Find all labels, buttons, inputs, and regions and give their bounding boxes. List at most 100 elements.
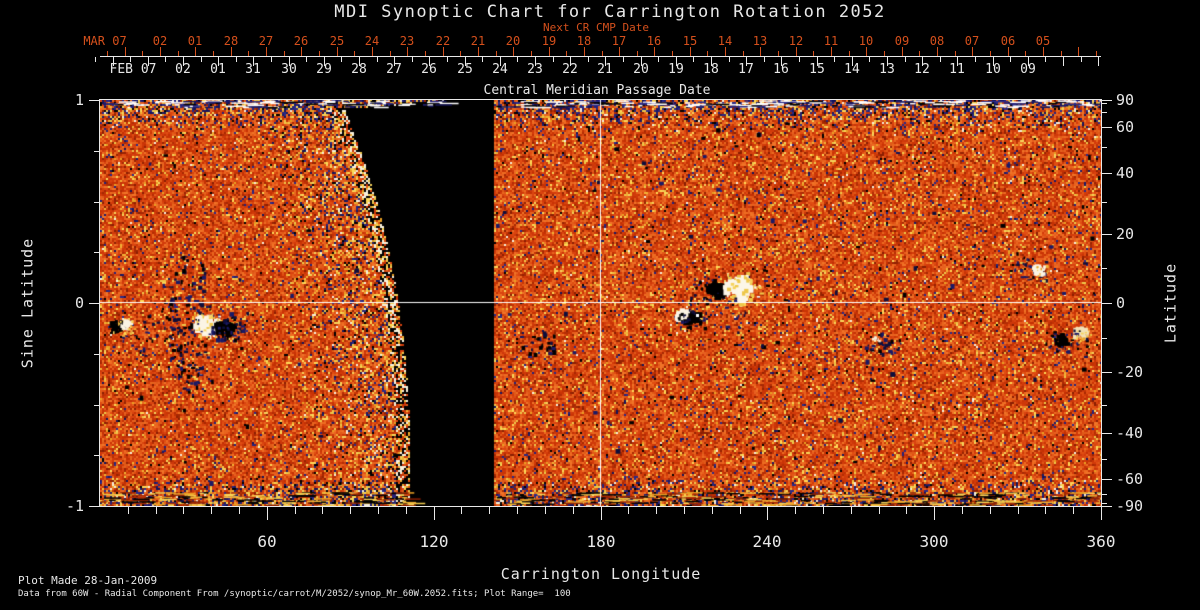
magnetogram-canvas: [100, 100, 1101, 506]
bottom-axis-minor-tick: [545, 507, 546, 514]
cmp-date-label: 13: [879, 62, 895, 77]
cmp-next-tick: [460, 51, 461, 56]
cmp-tick: [957, 57, 958, 66]
cmp-tick: [1010, 57, 1011, 62]
cmp-date-label: 02: [175, 62, 191, 77]
cmp-tick: [306, 57, 307, 62]
cmp-tick: [869, 57, 870, 62]
cmp-next-tick: [619, 47, 620, 56]
cmp-date-label: 12: [914, 62, 930, 77]
cmp-next-tick: [319, 51, 320, 56]
cmp-tick: [517, 57, 518, 62]
cmp-tick: [148, 57, 149, 66]
cmp-next-tick: [672, 51, 673, 56]
cmp-date-label: 17: [738, 62, 754, 77]
cmp-date-label: 24: [492, 62, 508, 77]
cmp-tick: [447, 57, 448, 62]
cmp-tick: [852, 57, 853, 66]
cmp-next-date-label: 24: [364, 34, 380, 48]
cmp-tick: [799, 57, 800, 62]
cmp-date-label: 19: [668, 62, 684, 77]
cmp-next-tick: [372, 47, 373, 56]
cmp-tick: [1098, 57, 1099, 66]
right-axis-tick: [1101, 173, 1112, 174]
cmp-next-tick: [1078, 47, 1079, 56]
cmp-tick: [588, 57, 589, 62]
left-axis-minor-tick: [94, 202, 100, 203]
cmp-next-tick: [866, 47, 867, 56]
cmp-next-tick: [566, 51, 567, 56]
cmp-next-tick: [743, 51, 744, 56]
cmp-next-date-label: 05: [1035, 34, 1051, 48]
bottom-axis-minor-tick: [962, 507, 963, 514]
bottom-axis-minor-tick: [489, 507, 490, 514]
cmp-next-date-label: 20: [505, 34, 521, 48]
cmp-date-label: 14: [844, 62, 860, 77]
cmp-tick: [711, 57, 712, 66]
cmp-tick: [95, 57, 96, 62]
right-axis-tick-label: 90: [1116, 91, 1135, 109]
left-axis-minor-tick: [94, 354, 100, 355]
cmp-next-date-label: 07: [964, 34, 980, 48]
cmp-tick: [764, 57, 765, 62]
cmp-next-tick: [690, 47, 691, 56]
bottom-axis-minor-tick: [628, 507, 629, 514]
page-title: MDI Synoptic Chart for Carrington Rotati…: [334, 2, 886, 22]
left-axis-tick: [89, 303, 100, 304]
left-axis-tick-label: 0: [74, 294, 84, 312]
footer-plot-made: Plot Made 28-Jan-2009: [18, 574, 158, 587]
cmp-date-label: 01: [210, 62, 226, 77]
right-axis-tick-label: 20: [1116, 225, 1135, 243]
cmp-next-tick: [107, 51, 108, 56]
right-axis-tick: [1101, 127, 1112, 128]
cmp-next-date-label: 11: [823, 34, 839, 48]
cmp-tick: [993, 57, 994, 66]
right-axis-tick-label: 0: [1116, 294, 1126, 312]
cmp-axis-label: Central Meridian Passage Date: [483, 83, 711, 98]
cmp-tick: [165, 57, 166, 62]
cmp-next-date-label: 26: [293, 34, 309, 48]
cmp-next-date-label: 12: [788, 34, 804, 48]
right-axis-minor-tick: [1101, 459, 1107, 460]
cmp-next-tick: [849, 51, 850, 56]
footer-data-source: Data from 60W - Radial Component From /s…: [18, 589, 571, 599]
cmp-next-date-label: 18: [576, 34, 592, 48]
cmp-next-tick: [284, 51, 285, 56]
left-axis-minor-tick: [94, 151, 100, 152]
cmp-tick: [482, 57, 483, 62]
left-axis-tick: [89, 506, 100, 507]
cmp-next-date-label: 02: [152, 34, 168, 48]
cmp-next-tick: [884, 51, 885, 56]
cmp-date-label: 23: [527, 62, 543, 77]
cmp-next-tick: [549, 47, 550, 56]
cmp-tick: [183, 57, 184, 66]
bottom-axis-tick-label: 60: [257, 532, 277, 551]
bottom-axis-minor-tick: [406, 507, 407, 514]
cmp-next-tick: [637, 51, 638, 56]
bottom-axis-minor-tick: [1045, 507, 1046, 514]
cmp-tick: [500, 57, 501, 66]
cmp-next-tick: [496, 51, 497, 56]
cmp-next-tick: [301, 47, 302, 56]
cmp-next-tick: [1025, 51, 1026, 56]
right-axis-tick: [1101, 372, 1112, 373]
cmp-next-date-label: 06: [1000, 34, 1016, 48]
cmp-tick: [253, 57, 254, 66]
cmp-tick: [412, 57, 413, 62]
right-axis-tick: [1101, 234, 1112, 235]
bottom-axis-tick: [601, 507, 602, 520]
cmp-next-date-label: 16: [646, 34, 662, 48]
bottom-axis-minor-tick: [183, 507, 184, 514]
cmp-next-tick: [1096, 51, 1097, 56]
cmp-date-label: 11: [949, 62, 965, 77]
bottom-axis-minor-tick: [295, 507, 296, 514]
cmp-next-tick: [407, 47, 408, 56]
right-axis-title: Latitude: [1161, 262, 1180, 344]
right-axis-tick: [1101, 506, 1112, 507]
bottom-axis-minor-tick: [350, 507, 351, 514]
cmp-tick: [113, 57, 114, 66]
cmp-tick: [641, 57, 642, 66]
bottom-axis-minor-tick: [990, 507, 991, 514]
cmp-next-date-label: 23: [399, 34, 415, 48]
cmp-next-date-label: 19: [541, 34, 557, 48]
